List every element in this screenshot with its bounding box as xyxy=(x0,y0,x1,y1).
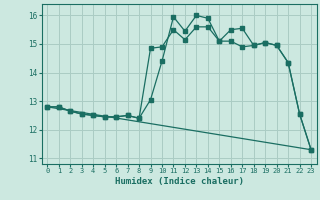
X-axis label: Humidex (Indice chaleur): Humidex (Indice chaleur) xyxy=(115,177,244,186)
